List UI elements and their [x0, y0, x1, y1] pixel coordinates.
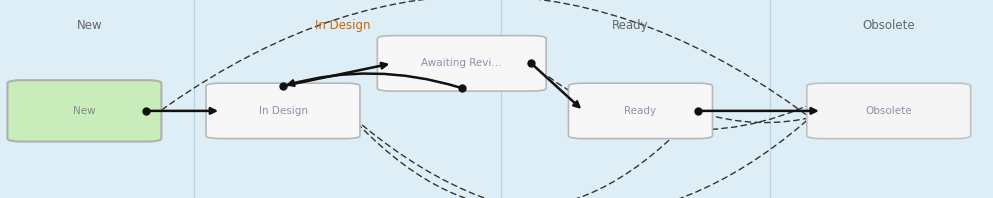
FancyBboxPatch shape — [806, 83, 971, 139]
FancyBboxPatch shape — [206, 83, 359, 139]
FancyArrowPatch shape — [700, 108, 816, 114]
FancyBboxPatch shape — [8, 80, 161, 142]
FancyArrowPatch shape — [288, 73, 459, 87]
FancyArrowPatch shape — [149, 108, 215, 114]
FancyArrowPatch shape — [533, 65, 818, 130]
Text: Awaiting Revi...: Awaiting Revi... — [421, 58, 502, 68]
FancyBboxPatch shape — [377, 36, 546, 91]
FancyArrowPatch shape — [698, 112, 818, 123]
Text: Ready: Ready — [613, 19, 648, 32]
Text: Ready: Ready — [625, 106, 656, 116]
Text: Obsolete: Obsolete — [863, 19, 915, 32]
Text: New: New — [73, 106, 95, 116]
Text: In Design: In Design — [315, 19, 370, 32]
Text: Obsolete: Obsolete — [866, 106, 912, 116]
FancyArrowPatch shape — [286, 63, 387, 86]
FancyArrowPatch shape — [348, 110, 819, 198]
Text: New: New — [76, 19, 102, 32]
FancyArrowPatch shape — [146, 0, 819, 124]
FancyArrowPatch shape — [349, 113, 696, 198]
Text: In Design: In Design — [258, 106, 308, 116]
FancyBboxPatch shape — [568, 83, 713, 139]
FancyArrowPatch shape — [533, 65, 579, 107]
